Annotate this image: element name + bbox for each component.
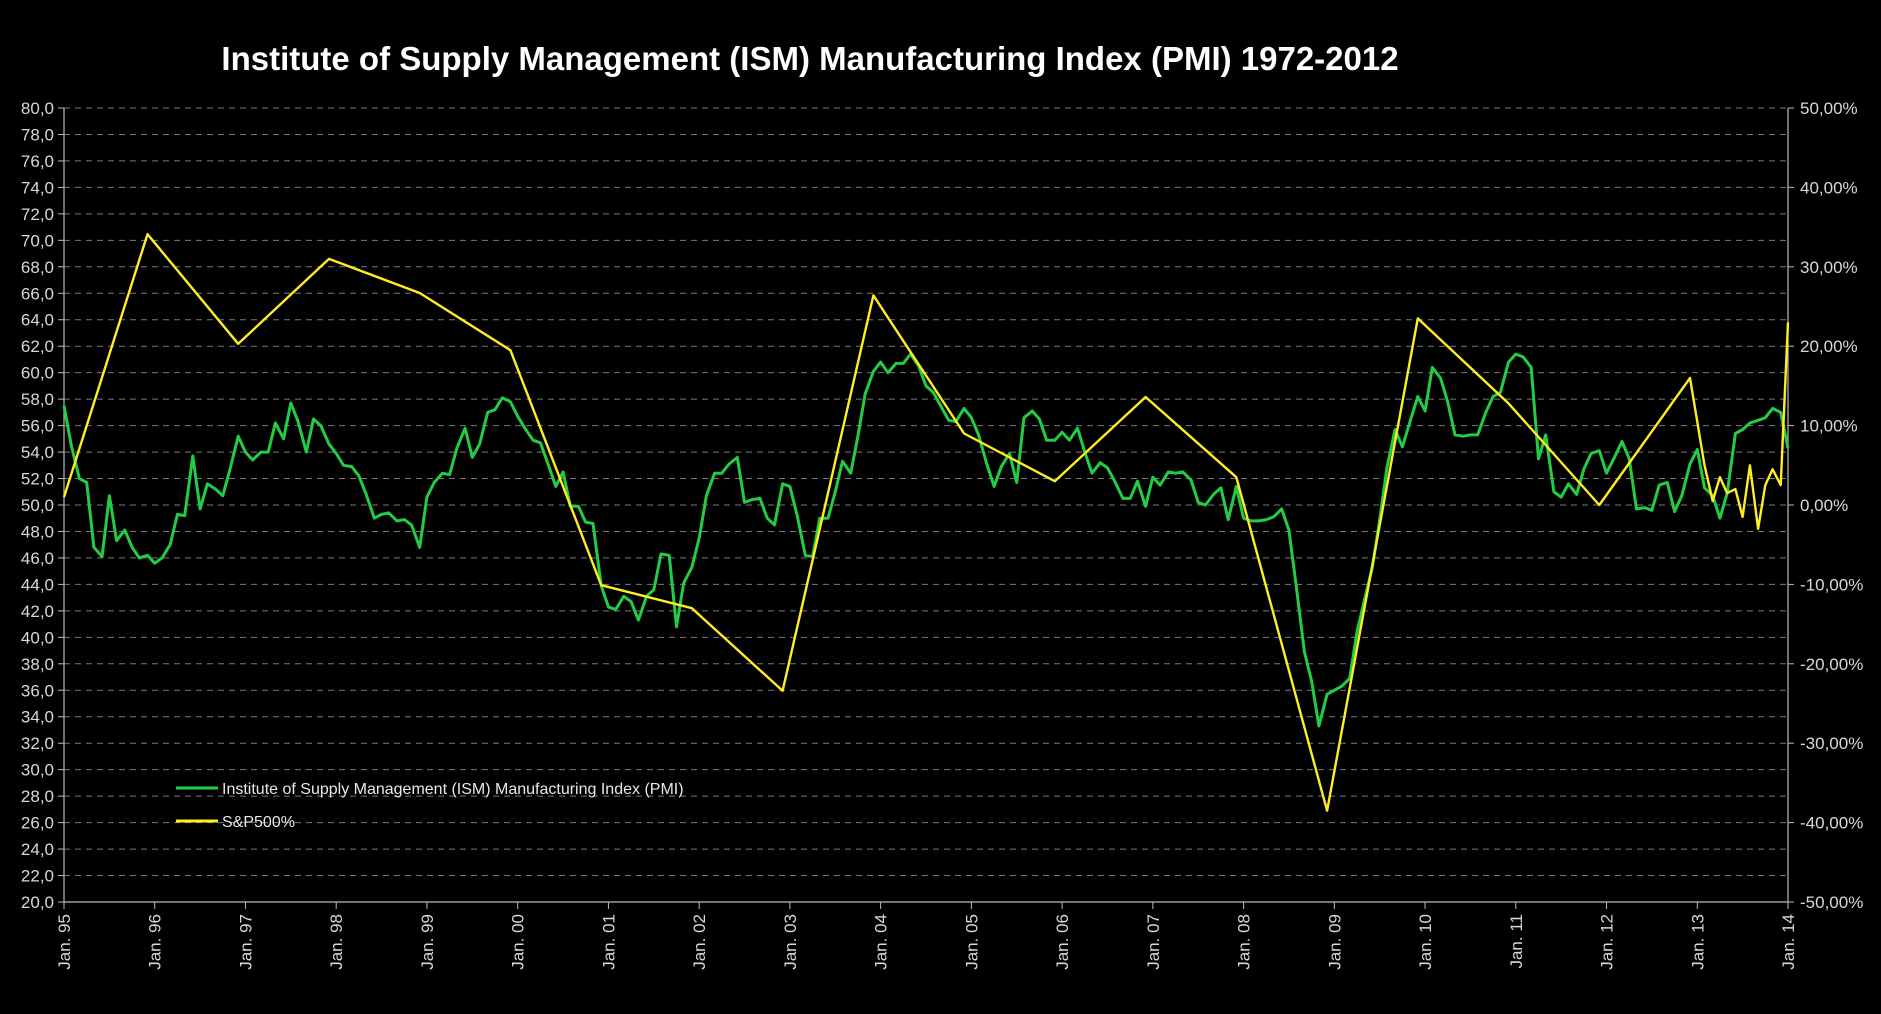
right-axis-ticks: -50,00% -40,00% -30,00% -20,00% -10,00% 0,00%… — [1788, 99, 1863, 912]
left-tick-label: 60,0 — [21, 364, 54, 383]
left-tick-label: 62,0 — [21, 337, 54, 356]
left-tick-label: 54,0 — [21, 443, 54, 462]
x-tick-label: Jan. 95 — [55, 914, 74, 970]
left-tick-label: 42,0 — [21, 602, 54, 621]
left-tick-label: 30,0 — [21, 761, 54, 780]
left-tick-label: 34,0 — [21, 708, 54, 727]
left-tick-label: 68,0 — [21, 258, 54, 277]
left-tick-label: 78,0 — [21, 125, 54, 144]
left-tick-label: 52,0 — [21, 470, 54, 489]
legend-label: S&P500% — [222, 814, 295, 831]
x-tick-label: Jan. 11 — [1507, 914, 1526, 969]
left-tick-label: 72,0 — [21, 205, 54, 224]
left-tick-label: 76,0 — [21, 152, 54, 171]
left-tick-label: 48,0 — [21, 522, 54, 541]
x-tick-label: Jan. 99 — [418, 914, 437, 970]
left-tick-label: 26,0 — [21, 814, 54, 833]
x-tick-label: Jan. 96 — [146, 914, 165, 970]
x-tick-label: Jan. 05 — [962, 914, 981, 970]
right-tick-label: 0,00% — [1800, 496, 1848, 515]
x-tick-label: Jan. 01 — [599, 914, 618, 970]
sp500-series-line — [62, 232, 1790, 812]
legend: Institute of Supply Management (ISM) Man… — [176, 781, 684, 831]
left-tick-label: 24,0 — [21, 840, 54, 859]
left-tick-label: 70,0 — [21, 231, 54, 250]
right-tick-label: -40,00% — [1800, 814, 1863, 833]
left-tick-label: 50,0 — [21, 496, 54, 515]
legend-label: Institute of Supply Management (ISM) Man… — [222, 781, 684, 798]
x-tick-label: Jan. 09 — [1325, 914, 1344, 970]
right-tick-label: 50,00% — [1800, 99, 1858, 118]
left-tick-label: 22,0 — [21, 867, 54, 886]
x-tick-label: Jan. 07 — [1144, 914, 1163, 970]
x-tick-label: Jan. 03 — [781, 914, 800, 970]
series — [62, 232, 1790, 812]
right-tick-label: 20,00% — [1800, 337, 1858, 356]
right-tick-label: -20,00% — [1800, 655, 1863, 674]
x-tick-label: Jan. 06 — [1053, 914, 1072, 970]
pmi-series-line — [62, 352, 1790, 728]
x-tick-label: Jan. 13 — [1688, 914, 1707, 970]
left-tick-label: 44,0 — [21, 575, 54, 594]
chart-title: Institute of Supply Management (ISM) Man… — [221, 40, 1399, 77]
x-tick-label: Jan. 08 — [1235, 914, 1254, 970]
x-tick-label: Jan. 12 — [1598, 914, 1617, 970]
left-tick-label: 32,0 — [21, 734, 54, 753]
right-tick-label: 10,00% — [1800, 417, 1858, 436]
left-tick-label: 28,0 — [21, 787, 54, 806]
left-tick-label: 58,0 — [21, 390, 54, 409]
x-tick-label: Jan. 10 — [1416, 914, 1435, 970]
x-tick-label: Jan. 04 — [872, 914, 891, 970]
right-tick-label: -30,00% — [1800, 734, 1863, 753]
left-tick-label: 56,0 — [21, 417, 54, 436]
left-tick-label: 74,0 — [21, 178, 54, 197]
left-tick-label: 80,0 — [21, 99, 54, 118]
x-tick-label: Jan. 98 — [327, 914, 346, 970]
x-tick-label: Jan. 14 — [1779, 914, 1798, 970]
left-tick-label: 64,0 — [21, 311, 54, 330]
left-axis-ticks: 20,0 22,0 24,0 26,0 28,0 30,0 32,0 34,0 36,0 38,0… — [21, 99, 64, 912]
x-tick-label: Jan. 02 — [690, 914, 709, 970]
x-tick-label: Jan. 97 — [236, 914, 255, 970]
left-tick-label: 40,0 — [21, 628, 54, 647]
grid-lines — [64, 107, 1788, 877]
left-tick-label: 20,0 — [21, 893, 54, 912]
left-tick-label: 66,0 — [21, 284, 54, 303]
right-tick-label: -50,00% — [1800, 893, 1863, 912]
x-tick-label: Jan. 00 — [509, 914, 528, 970]
right-tick-label: -10,00% — [1800, 575, 1863, 594]
right-tick-label: 40,00% — [1800, 178, 1858, 197]
left-tick-label: 38,0 — [21, 655, 54, 674]
left-tick-label: 46,0 — [21, 549, 54, 568]
x-axis-ticks: Jan. 95 Jan. 96 Jan. 97 Jan. 98 Jan. 99 Jan. … — [55, 902, 1798, 970]
right-tick-label: 30,00% — [1800, 258, 1858, 277]
left-tick-label: 36,0 — [21, 681, 54, 700]
